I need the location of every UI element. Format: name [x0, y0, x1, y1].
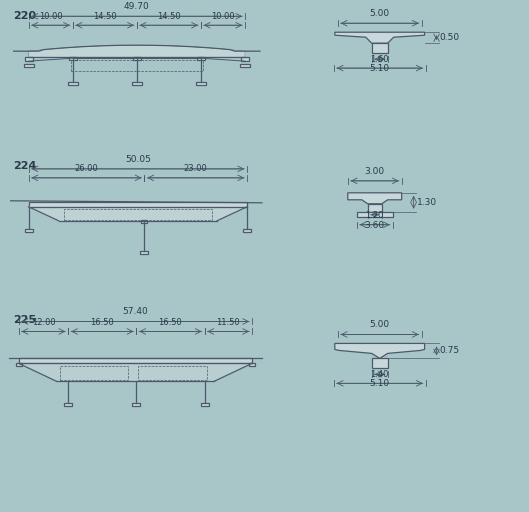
Text: 1.60: 1.60 [370, 55, 389, 64]
Bar [25, 229, 33, 232]
Text: 220: 220 [13, 11, 36, 22]
Bar [197, 57, 205, 60]
Polygon shape [368, 204, 382, 212]
Text: 5.10: 5.10 [370, 379, 390, 388]
Text: 3.60: 3.60 [364, 221, 385, 230]
Bar [63, 209, 212, 220]
Text: 12.00: 12.00 [32, 318, 55, 328]
Text: 16.50: 16.50 [159, 318, 183, 328]
Bar [249, 364, 255, 367]
Bar [133, 57, 141, 60]
Polygon shape [357, 212, 393, 217]
Text: 57.40: 57.40 [122, 308, 148, 316]
Bar [138, 367, 207, 380]
Bar [141, 220, 148, 223]
Text: 5.10: 5.10 [370, 64, 390, 73]
Text: 5.00: 5.00 [370, 321, 390, 329]
Bar [140, 251, 148, 253]
Bar [71, 60, 203, 71]
Bar [16, 364, 22, 367]
Bar [243, 229, 251, 232]
Text: 1.30: 1.30 [417, 198, 437, 207]
Bar [25, 57, 33, 61]
Text: 1.40: 1.40 [370, 370, 389, 379]
Text: 5.00: 5.00 [370, 9, 390, 18]
Text: 23.00: 23.00 [184, 164, 207, 173]
Text: 225: 225 [13, 314, 36, 325]
Bar [132, 82, 142, 85]
Text: 14.50: 14.50 [93, 12, 116, 22]
Text: 16.50: 16.50 [90, 318, 114, 328]
Text: 49.70: 49.70 [124, 2, 150, 11]
Bar [24, 64, 33, 67]
Polygon shape [372, 358, 388, 368]
Bar [68, 82, 78, 85]
Text: 224: 224 [13, 161, 36, 171]
Text: 50.05: 50.05 [125, 155, 151, 164]
Bar [200, 403, 208, 406]
Text: 1.20: 1.20 [366, 211, 384, 220]
Bar [64, 403, 72, 406]
Text: 3.00: 3.00 [364, 167, 385, 176]
Bar [240, 64, 250, 67]
Polygon shape [335, 32, 425, 43]
Bar [60, 367, 129, 380]
Text: 10.00: 10.00 [39, 12, 62, 22]
Polygon shape [335, 344, 425, 358]
Text: 10.00: 10.00 [211, 12, 235, 22]
Polygon shape [19, 364, 252, 381]
Bar [132, 403, 140, 406]
Text: 0.50: 0.50 [440, 33, 460, 42]
Polygon shape [372, 43, 388, 53]
Bar [241, 57, 249, 61]
Bar [19, 358, 252, 364]
Bar [69, 57, 77, 60]
Text: 26.00: 26.00 [75, 164, 98, 173]
Polygon shape [348, 193, 402, 204]
Bar [196, 82, 206, 85]
Text: 14.50: 14.50 [157, 12, 181, 22]
Text: 0.75: 0.75 [440, 347, 460, 355]
Text: 11.50: 11.50 [216, 318, 240, 328]
Polygon shape [29, 207, 247, 221]
Bar [29, 202, 247, 207]
